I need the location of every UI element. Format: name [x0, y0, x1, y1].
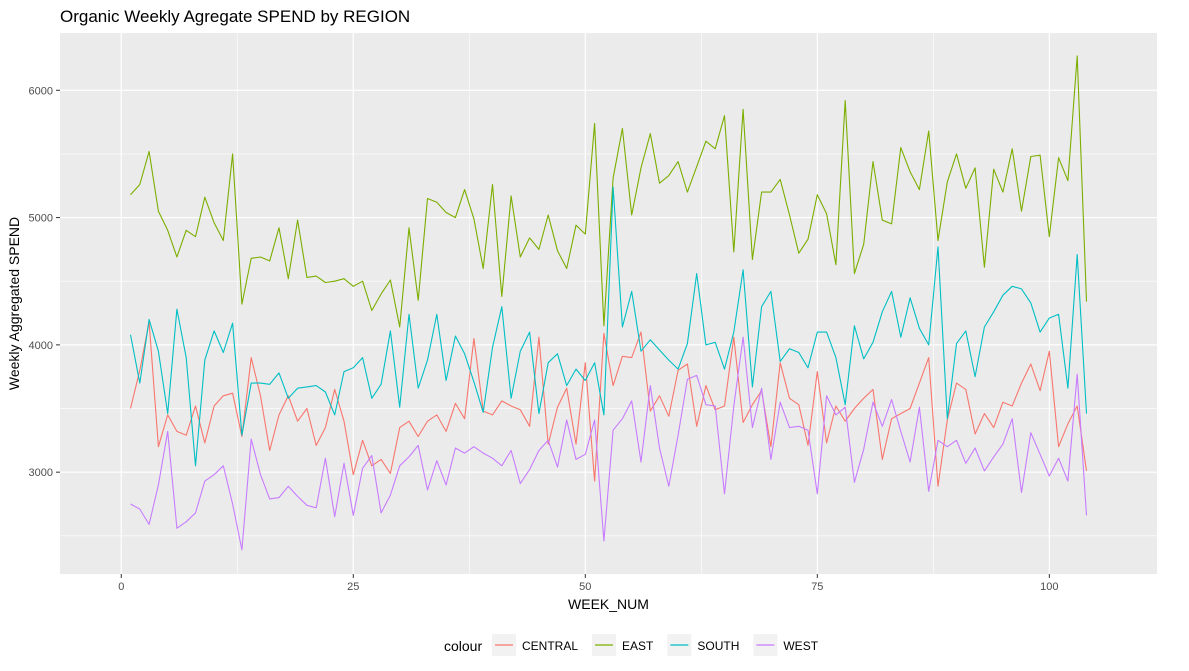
grid-lines: [60, 33, 1157, 574]
axes: 0 25 50 75 100 3000 4000 5000 6000: [29, 85, 1059, 593]
series-line-east: [130, 55, 1088, 328]
y-tick-label: 3000: [29, 467, 53, 479]
x-tick-label: 75: [811, 581, 823, 593]
series-lines: [129, 55, 1088, 551]
legend-title: colour: [444, 638, 482, 654]
series-line-central: [129, 321, 1088, 487]
legend-label-south: SOUTH: [697, 639, 739, 653]
legend-label-east: EAST: [622, 639, 654, 653]
x-axis-title: WEEK_NUM: [568, 596, 649, 612]
x-tick-label: 25: [347, 581, 359, 593]
y-tick-label: 5000: [29, 213, 53, 225]
y-tick-label: 4000: [29, 340, 53, 352]
series-line-south: [129, 186, 1088, 467]
y-axis-title: Weekly Aggregated SPEND: [6, 217, 22, 390]
x-tick-label: 100: [1040, 581, 1058, 593]
legend-label-central: CENTRAL: [522, 639, 578, 653]
x-tick-label: 0: [118, 581, 124, 593]
legend-label-west: WEST: [783, 639, 818, 653]
x-tick-label: 50: [579, 581, 591, 593]
series-line-west: [130, 336, 1088, 551]
legend: colour CENTRAL EAST SOUTH WEST: [444, 634, 819, 656]
y-tick-label: 6000: [29, 85, 53, 97]
chart-title: Organic Weekly Agregate SPEND by REGION: [60, 7, 410, 26]
